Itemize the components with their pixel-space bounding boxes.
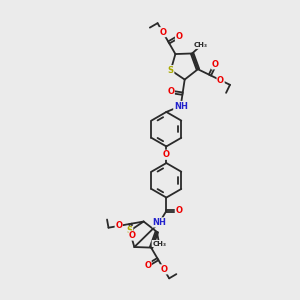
Text: O: O	[160, 265, 167, 274]
Text: O: O	[163, 150, 170, 159]
Text: CH₃: CH₃	[152, 241, 166, 247]
Text: O: O	[144, 261, 151, 270]
Text: O: O	[175, 206, 182, 215]
Text: S: S	[168, 66, 174, 75]
Text: O: O	[129, 231, 136, 240]
Text: O: O	[159, 28, 166, 37]
Text: CH₃: CH₃	[194, 42, 208, 48]
Text: S: S	[127, 226, 133, 236]
Text: O: O	[176, 32, 182, 41]
Text: NH: NH	[174, 101, 188, 110]
Text: O: O	[212, 60, 219, 69]
Text: O: O	[115, 221, 122, 230]
Text: O: O	[167, 87, 174, 96]
Text: NH: NH	[152, 218, 167, 227]
Text: O: O	[217, 76, 224, 85]
